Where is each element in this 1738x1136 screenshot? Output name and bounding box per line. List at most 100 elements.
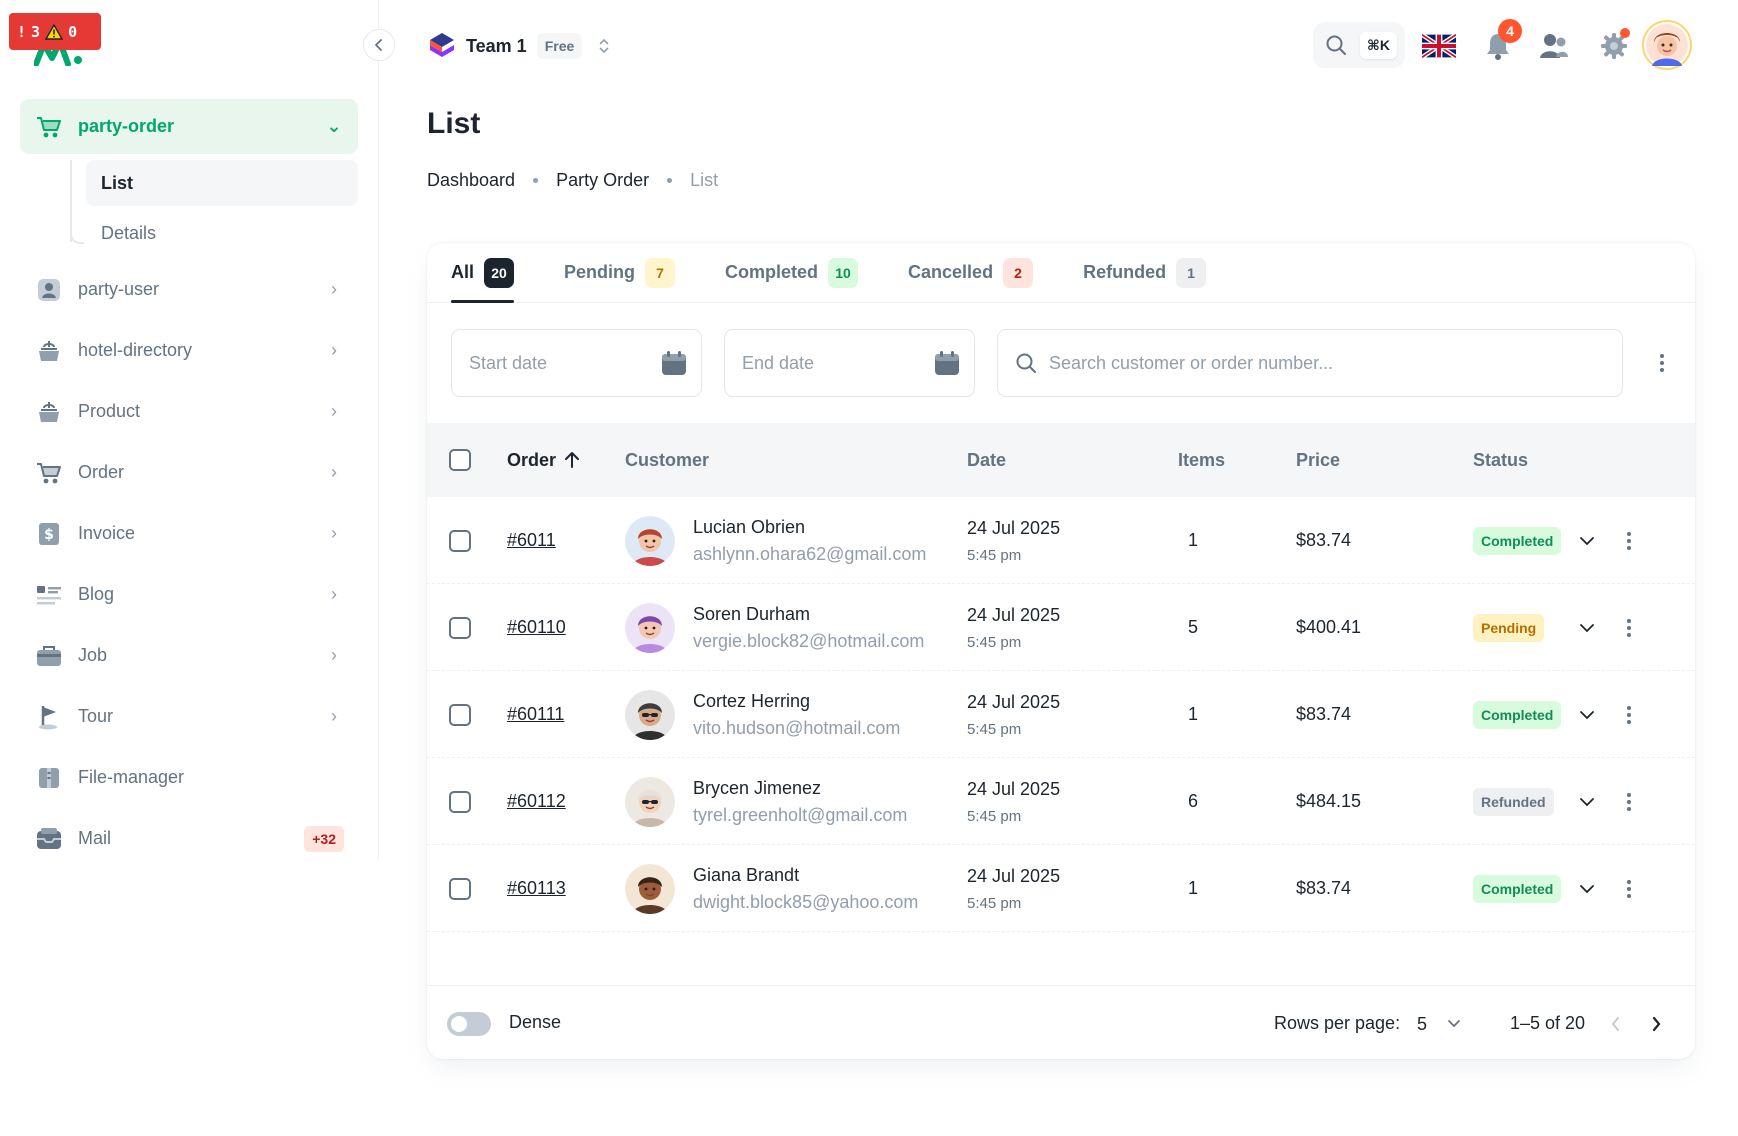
row-checkbox[interactable] (449, 671, 471, 758)
column-status[interactable]: Status (1473, 449, 1529, 470)
breadcrumb-dashboard[interactable]: Dashboard (427, 170, 516, 190)
breadcrumb-party-order[interactable]: Party Order (556, 170, 650, 190)
order-link[interactable]: #60112 (507, 791, 566, 811)
chevron-down-icon (1580, 536, 1594, 545)
team-switcher[interactable]: Team 1 Free (428, 28, 610, 64)
chevron-left-icon (1611, 1017, 1619, 1031)
more-vertical-icon (1615, 614, 1643, 642)
settings-button[interactable] (1594, 26, 1634, 66)
chevron-right-icon: › (331, 706, 337, 726)
sidebar-item-mail[interactable]: Mail +32 (20, 811, 358, 866)
more-vertical-icon (1615, 527, 1643, 555)
sidebar-item-product[interactable]: Product › (20, 384, 358, 439)
language-button[interactable] (1419, 26, 1459, 66)
column-price[interactable]: Price (1296, 449, 1341, 470)
sidebar-item-blog[interactable]: Blog › (20, 567, 358, 622)
row-more-button[interactable] (1615, 758, 1643, 845)
tab-refunded[interactable]: Refunded 1 (1083, 243, 1207, 303)
row-more-button[interactable] (1615, 497, 1643, 584)
order-date: 24 Jul 2025 (967, 865, 1061, 886)
customer-info: Cortez Herring vito.hudson@hotmail.com (693, 691, 900, 739)
price-cell: $83.74 (1296, 530, 1352, 550)
column-date[interactable]: Date (967, 449, 1007, 470)
end-date-field[interactable]: End date (724, 329, 975, 397)
sidebar-item-label: hotel-directory (78, 340, 193, 360)
tab-label: Cancelled (908, 262, 994, 282)
expand-row-button[interactable] (1573, 671, 1601, 758)
sidebar-item-invoice[interactable]: $ Invoice › (20, 506, 358, 561)
table-row[interactable]: #60111 Cortez Herring vito.hudson@hotmail.… (427, 671, 1695, 758)
start-date-placeholder: Start date (469, 352, 548, 373)
tab-label: Pending (564, 262, 636, 282)
sidebar-item-tour[interactable]: Tour › (20, 689, 358, 744)
sidebar-item-party-user[interactable]: party-user › (20, 262, 358, 317)
previous-page-button[interactable] (1602, 1010, 1630, 1038)
expand-row-button[interactable] (1573, 497, 1601, 584)
order-link[interactable]: #6011 (507, 530, 556, 550)
sidebar-item-job[interactable]: Job › (20, 628, 358, 683)
sidebar-subitem-list[interactable]: List (86, 160, 358, 206)
row-checkbox[interactable] (449, 845, 471, 932)
table-row[interactable]: #6011 Lucian Obrien ashlynn.ohara62@gmail.… (427, 497, 1695, 584)
price-cell: $484.15 (1296, 791, 1362, 811)
table-row[interactable]: #60113 Giana Brandt dwight.block85@yahoo.c… (427, 845, 1695, 932)
sidebar-subitem-details[interactable]: Details (101, 222, 157, 243)
sidebar-collapse-button[interactable] (363, 29, 395, 61)
chevron-right-icon: › (331, 462, 337, 482)
expand-row-button[interactable] (1573, 845, 1601, 932)
sidebar-item-hotel-directory[interactable]: hotel-directory › (20, 323, 358, 378)
row-more-button[interactable] (1615, 584, 1643, 671)
cart-icon (34, 112, 64, 142)
tab-count-badge: 2 (1003, 257, 1034, 288)
tour-bag-icon (34, 397, 64, 427)
sidebar-item-party-order[interactable]: party-order ⌄ (20, 99, 358, 154)
order-link[interactable]: #60111 (507, 704, 565, 724)
filters-more-button[interactable] (1648, 349, 1676, 377)
chevron-down-icon (1448, 1020, 1460, 1028)
row-checkbox[interactable] (449, 584, 471, 671)
sidebar-item-file-manager[interactable]: File-manager (20, 750, 358, 805)
user-avatar-button[interactable] (1642, 20, 1692, 70)
tab-all[interactable]: All 20 (451, 243, 515, 303)
error-overlay-badge[interactable]: ! 3 0 (9, 13, 101, 50)
sidebar-item-order[interactable]: Order › (20, 445, 358, 500)
tab-completed[interactable]: Completed 10 (725, 243, 859, 303)
expand-row-button[interactable] (1573, 584, 1601, 671)
rows-per-page-select[interactable]: 5 (1417, 1006, 1461, 1042)
next-page-button[interactable] (1642, 1010, 1670, 1038)
search-placeholder: Search customer or order number... (1049, 352, 1334, 373)
chevron-right-icon: › (331, 523, 337, 543)
start-date-field[interactable]: Start date (451, 329, 702, 397)
contacts-button[interactable] (1534, 26, 1574, 66)
breadcrumb-separator (533, 178, 539, 183)
order-link[interactable]: #60113 (507, 878, 566, 898)
notifications-button[interactable]: 4 (1478, 19, 1522, 66)
expand-row-button[interactable] (1573, 758, 1601, 845)
customer-info: Lucian Obrien ashlynn.ohara62@gmail.com (693, 517, 926, 565)
select-all-checkbox[interactable] (449, 423, 471, 497)
row-more-button[interactable] (1615, 671, 1643, 758)
avatar (625, 515, 675, 566)
column-order[interactable]: Order (507, 423, 580, 497)
status-cell: Completed (1473, 671, 1562, 758)
row-checkbox[interactable] (449, 758, 471, 845)
global-search-button[interactable]: ⌘K (1313, 22, 1405, 68)
customer-cell: Brycen Jimenez tyrel.greenholt@gmail.com (625, 758, 907, 845)
column-customer[interactable]: Customer (625, 449, 710, 470)
order-number-cell: #60112 (507, 758, 566, 845)
sidebar-item-label: Order (78, 462, 125, 482)
chevron-left-icon (375, 39, 382, 51)
dense-toggle[interactable] (447, 1012, 491, 1036)
tab-pending[interactable]: Pending 7 (564, 243, 676, 303)
search-input[interactable]: Search customer or order number... (997, 329, 1623, 397)
user-icon (34, 275, 64, 305)
tab-count-badge: 10 (828, 257, 859, 288)
order-link[interactable]: #60110 (507, 617, 566, 637)
row-more-button[interactable] (1615, 845, 1643, 932)
tab-cancelled[interactable]: Cancelled 2 (908, 243, 1034, 303)
column-items[interactable]: Items (1178, 449, 1226, 470)
date-cell: 24 Jul 2025 5:45 pm (967, 845, 1060, 932)
table-row[interactable]: #60110 Soren Durham vergie.block82@hotmail… (427, 584, 1695, 671)
table-row[interactable]: #60112 Brycen Jimenez tyrel.greenholt@gmai… (427, 758, 1695, 845)
row-checkbox[interactable] (449, 497, 471, 584)
